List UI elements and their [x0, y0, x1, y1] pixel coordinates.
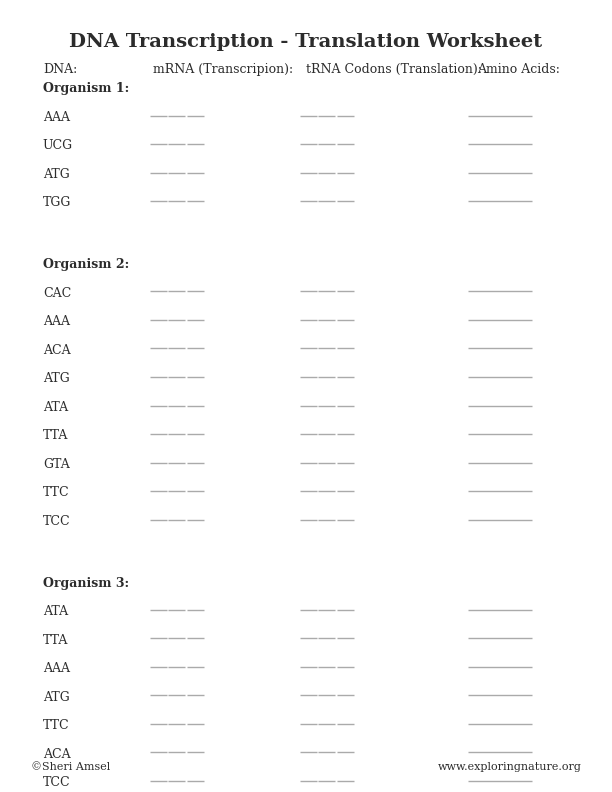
Text: ©Sheri Amsel: ©Sheri Amsel — [31, 762, 110, 772]
Text: TTC: TTC — [43, 486, 70, 499]
Text: ATG: ATG — [43, 168, 70, 181]
Text: ATG: ATG — [43, 691, 70, 703]
Text: TTA: TTA — [43, 634, 68, 646]
Text: GTA: GTA — [43, 458, 70, 470]
Text: Amino Acids:: Amino Acids: — [477, 63, 560, 76]
Text: ACA: ACA — [43, 748, 70, 760]
Text: TTC: TTC — [43, 719, 70, 732]
Text: Organism 2:: Organism 2: — [43, 258, 129, 271]
Text: UCG: UCG — [43, 139, 73, 152]
Text: AAA: AAA — [43, 315, 70, 328]
Text: ATG: ATG — [43, 372, 70, 385]
Text: ATA: ATA — [43, 605, 68, 618]
Text: ATA: ATA — [43, 401, 68, 413]
Text: AAA: AAA — [43, 111, 70, 124]
Text: Organism 3:: Organism 3: — [43, 577, 129, 589]
Text: DNA:: DNA: — [43, 63, 77, 76]
Text: Organism 1:: Organism 1: — [43, 82, 129, 95]
Text: www.exploringnature.org: www.exploringnature.org — [438, 762, 581, 772]
Text: CAC: CAC — [43, 287, 71, 299]
Text: TTA: TTA — [43, 429, 68, 442]
Text: AAA: AAA — [43, 662, 70, 675]
Text: tRNA Codons (Translation):: tRNA Codons (Translation): — [306, 63, 482, 76]
Text: TGG: TGG — [43, 196, 71, 209]
Text: ACA: ACA — [43, 344, 70, 356]
Text: DNA Transcription - Translation Worksheet: DNA Transcription - Translation Workshee… — [69, 33, 543, 51]
Text: TCC: TCC — [43, 515, 70, 527]
Text: TCC: TCC — [43, 776, 70, 789]
Text: mRNA (Transcripion):: mRNA (Transcripion): — [153, 63, 293, 76]
